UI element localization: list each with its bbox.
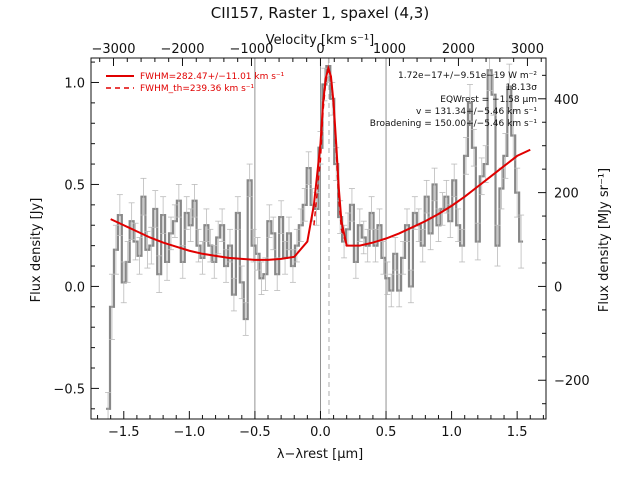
spectrum-histogram (106, 65, 524, 410)
fit-curve-dashed (313, 67, 348, 246)
annotation-broadening: Broadening = 150.00+/−5.46 km s⁻¹ (370, 119, 538, 129)
x-tick-label: −1.5 (108, 425, 140, 440)
y-tick-label: −0.5 (53, 382, 85, 397)
top-tick-label: −1000 (229, 42, 273, 57)
annotation-velocity: v = 131.34+/−5.46 km s⁻¹ (416, 107, 537, 117)
x-tick-label: −1.0 (174, 425, 206, 440)
x-tick-label: 0.0 (310, 425, 331, 440)
top-tick-label: 1000 (373, 42, 406, 57)
annotation-sigma: 18.13σ (506, 83, 538, 93)
x-tick-label: 1.5 (507, 425, 528, 440)
x-tick-label: −0.5 (239, 425, 271, 440)
y-tick-label: 0.5 (64, 178, 85, 193)
x-axis-label: λ−λrest [μm] (277, 447, 363, 462)
right-axis-label: Flux density [MJy sr⁻¹] (597, 168, 612, 312)
plot-layer: −1.5 −1.0 −0.5 0.0 0.5 1.0 1.5−3000 −2000 −1000 0… (53, 42, 589, 440)
legend-label-fwhm-th: FWHM_th=239.36 km s⁻¹ (140, 84, 255, 94)
y-tick-label: 1.0 (64, 76, 85, 91)
plot-frame (90, 57, 547, 420)
x-tick-label: 1.0 (441, 425, 462, 440)
top-tick-label: 0 (316, 42, 324, 57)
top-tick-label: 2000 (442, 42, 475, 57)
top-tick-label: 3000 (511, 42, 544, 57)
right-tick-label: −200 (554, 374, 590, 389)
x-tick-label: 0.5 (376, 425, 397, 440)
fit-annotations: 1.72e−17+/−9.51e−19 W m⁻² 18.13σ EQWrest… (370, 71, 538, 129)
legend: FWHM=282.47+/−11.01 km s⁻¹ FWHM_th=239.3… (106, 72, 285, 94)
data-group (105, 58, 531, 419)
right-tick-label: 400 (554, 93, 579, 108)
y-tick-label: 0.0 (64, 280, 85, 295)
top-axis-label: Velocity [km s⁻¹] (266, 33, 374, 48)
chart-title: CII157, Raster 1, spaxel (4,3) (211, 4, 429, 22)
legend-label-fwhm: FWHM=282.47+/−11.01 km s⁻¹ (140, 72, 285, 82)
annotation-flux: 1.72e−17+/−9.51e−19 W m⁻² (398, 71, 537, 81)
top-tick-label: −3000 (91, 42, 135, 57)
y-axis-label: Flux density [Jy] (29, 198, 44, 303)
top-tick-label: −2000 (160, 42, 204, 57)
right-tick-label: 200 (554, 187, 579, 202)
right-tick-label: 0 (554, 280, 562, 295)
annotation-eqw: EQWrest = −1.58 μm (440, 95, 537, 105)
